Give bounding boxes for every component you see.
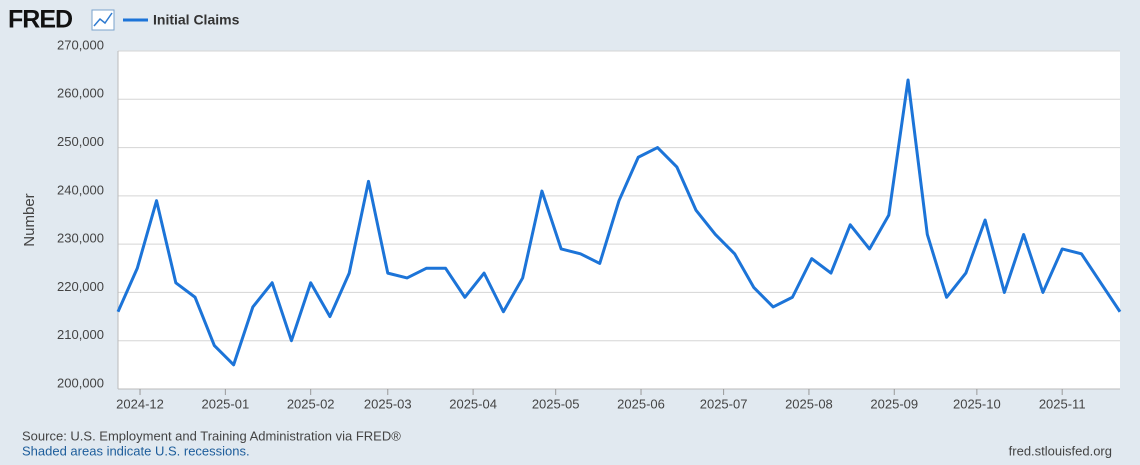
y-tick-label: 220,000 <box>57 279 104 294</box>
credit: fred.stlouisfed.org <box>1009 443 1112 458</box>
y-tick-label: 200,000 <box>57 375 104 390</box>
series-line <box>116 78 1122 367</box>
y-axis-title: Number <box>21 193 38 246</box>
x-tick-label: 2025-07 <box>700 396 748 411</box>
x-tick-label: 2025-11 <box>1039 396 1086 411</box>
brand-logo: FRED <box>8 6 72 34</box>
y-tick-label: 270,000 <box>57 37 104 52</box>
y-tick-label: 260,000 <box>57 86 104 101</box>
source-note: Source: U.S. Employment and Training Adm… <box>22 428 401 443</box>
logo-icon <box>91 9 115 31</box>
x-tick-label: 2025-04 <box>449 396 497 411</box>
y-tick-label: 230,000 <box>57 231 104 246</box>
y-tick-label: 240,000 <box>57 182 104 197</box>
y-tick-label: 250,000 <box>57 134 104 149</box>
legend-label: Initial Claims <box>153 12 240 28</box>
x-tick-label: 2024-12 <box>116 396 164 411</box>
y-tick-label: 210,000 <box>57 327 104 342</box>
x-tick-label: 2025-05 <box>532 396 580 411</box>
x-tick-label: 2025-08 <box>785 396 833 411</box>
x-tick-label: 2025-02 <box>287 396 335 411</box>
plot-area <box>118 51 1120 389</box>
x-tick-label: 2025-03 <box>364 396 412 411</box>
x-tick-label: 2025-10 <box>953 396 1001 411</box>
recession-note: Shaded areas indicate U.S. recessions. <box>22 443 250 458</box>
x-tick-label: 2025-06 <box>617 396 665 411</box>
x-tick-label: 2025-01 <box>201 396 249 411</box>
x-tick-label: 2025-09 <box>870 396 918 411</box>
